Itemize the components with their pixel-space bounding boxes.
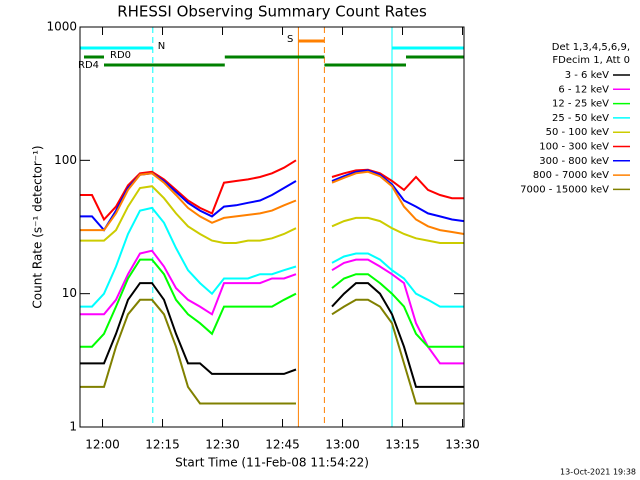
y-tick-label: 1 — [69, 420, 77, 434]
x-tick-label: 13:30 — [445, 438, 480, 452]
y-tick-label: 1000 — [46, 20, 77, 34]
legend-label: 300 - 800 keV — [539, 156, 609, 167]
series-line — [80, 170, 465, 235]
series-line — [80, 282, 464, 388]
x-axis-label: Start Time (11-Feb-08 11:54:22) — [175, 456, 369, 470]
x-tick-label: 12:00 — [85, 438, 120, 452]
legend-label: 25 - 50 keV — [552, 113, 609, 124]
flag-label: N — [158, 41, 165, 52]
footer: 13-Oct-2021 19:38 — [560, 468, 636, 477]
info-text: Det 1,3,4,5,6,9, — [552, 42, 630, 53]
chart-title: RHESSI Observing Summary Count Rates — [117, 3, 427, 21]
flag-label: RD4 — [78, 60, 99, 71]
y-tick-label: 100 — [54, 153, 77, 167]
plot-frame — [79, 26, 465, 428]
series-line — [80, 159, 464, 222]
legend-label: 3 - 6 keV — [565, 70, 609, 81]
legend-label: 50 - 100 keV — [546, 127, 610, 138]
legend-label: 7000 - 15000 keV — [520, 184, 609, 195]
legend-label: 100 - 300 keV — [539, 142, 609, 153]
series-line — [80, 185, 464, 244]
flag-label: S — [287, 34, 293, 45]
series-line — [80, 169, 465, 232]
x-tick-label: 13:15 — [385, 438, 420, 452]
x-tick-label: 12:15 — [145, 438, 180, 452]
legend-label: 12 - 25 keV — [552, 99, 609, 110]
x-tick-label: 13:00 — [325, 438, 360, 452]
info-text: FDecim 1, Att 0 — [552, 55, 630, 66]
y-axis-label: Count Rate (s⁻¹ detector⁻¹) — [31, 145, 45, 308]
y-tick-label: 10 — [62, 286, 77, 300]
legend-label: 800 - 7000 keV — [533, 170, 609, 181]
series-line — [80, 249, 464, 365]
series-line — [80, 298, 464, 405]
flag-label: RD0 — [110, 50, 131, 61]
series-line — [80, 258, 464, 348]
x-tick-label: 12:45 — [265, 438, 300, 452]
x-tick-label: 12:30 — [205, 438, 240, 452]
legend-label: 6 - 12 keV — [558, 84, 609, 95]
series-line — [80, 206, 464, 308]
